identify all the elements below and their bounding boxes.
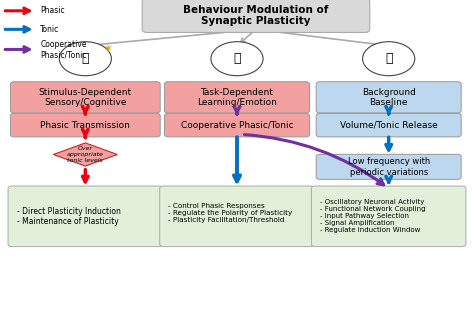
Circle shape (211, 42, 263, 76)
Text: - Direct Plasticity Induction
- Maintenance of Plasticity: - Direct Plasticity Induction - Maintena… (17, 207, 120, 226)
FancyBboxPatch shape (316, 82, 461, 113)
FancyBboxPatch shape (316, 113, 461, 137)
Text: Cooperative Phasic/Tonic: Cooperative Phasic/Tonic (181, 121, 293, 130)
FancyBboxPatch shape (164, 113, 310, 137)
Text: Background
Baseline: Background Baseline (362, 88, 416, 107)
Text: Stimulus-Dependent
Sensory/Cognitive: Stimulus-Dependent Sensory/Cognitive (39, 88, 132, 107)
Polygon shape (53, 143, 117, 166)
Text: 🔍: 🔍 (233, 52, 241, 65)
Text: Cooperative
Phasic/Tonic: Cooperative Phasic/Tonic (40, 40, 87, 59)
Text: 💡: 💡 (82, 52, 89, 65)
Text: Task-Dependent
Learning/Emotion: Task-Dependent Learning/Emotion (197, 88, 277, 107)
Text: Over
appropriate
tonic levels: Over appropriate tonic levels (67, 146, 104, 163)
FancyBboxPatch shape (164, 82, 310, 113)
Text: *: * (105, 44, 111, 57)
Text: - Control Phasic Responses
- Regulate the Polarity of Plasticity
- Plasticity Fa: - Control Phasic Responses - Regulate th… (168, 203, 292, 223)
Text: Low frequency with
periodic variations: Low frequency with periodic variations (347, 157, 430, 176)
Text: - Oscillatory Neuronal Activity
- Functional Network Coupling
- Input Pathway Se: - Oscillatory Neuronal Activity - Functi… (320, 199, 426, 233)
Circle shape (363, 42, 415, 76)
Circle shape (59, 42, 111, 76)
FancyBboxPatch shape (311, 186, 466, 247)
Text: Volume/Tonic Release: Volume/Tonic Release (340, 121, 438, 130)
FancyBboxPatch shape (10, 113, 160, 137)
FancyBboxPatch shape (142, 0, 370, 32)
FancyBboxPatch shape (160, 186, 314, 247)
Text: Phasic: Phasic (40, 6, 65, 15)
FancyBboxPatch shape (8, 186, 163, 247)
Text: Tonic: Tonic (40, 25, 60, 34)
FancyBboxPatch shape (316, 154, 461, 179)
FancyBboxPatch shape (10, 82, 160, 113)
Text: ⏱: ⏱ (385, 52, 392, 65)
Text: Phasic Transmission: Phasic Transmission (40, 121, 130, 130)
Text: Behaviour Modulation of
Synaptic Plasticity: Behaviour Modulation of Synaptic Plastic… (183, 5, 328, 26)
